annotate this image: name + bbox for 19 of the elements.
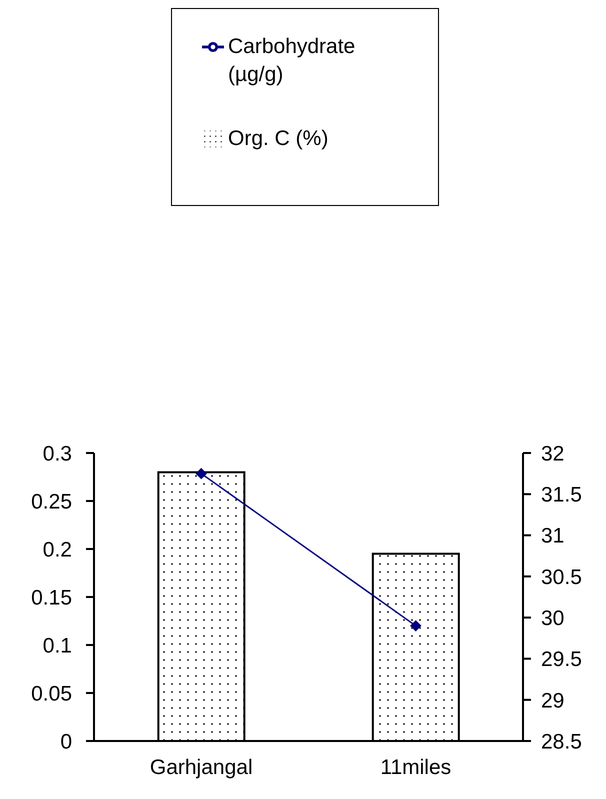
y2-tick-label: 29.5 <box>541 648 582 672</box>
y2-tick-label: 31.5 <box>541 484 582 507</box>
y2-tick-label: 30.5 <box>541 566 582 589</box>
x-tick-label: 11miles <box>380 756 452 779</box>
x-tick-label: Garhjangal <box>150 756 253 779</box>
y-tick-label: 0.05 <box>31 682 72 706</box>
y-tick-label: 0.2 <box>42 538 72 562</box>
y-tick-label: 0.3 <box>42 442 72 466</box>
y2-tick-label: 30 <box>541 607 564 630</box>
y2-tick-label: 29 <box>541 689 564 712</box>
y2-tick-label: 32 <box>541 442 564 466</box>
legend-label: Carbohydrate (µg/g) <box>228 34 356 88</box>
legend-label: Org. C (%) <box>228 126 330 152</box>
y2-tick-label: 28.5 <box>541 730 582 754</box>
y2-tick-label: 31 <box>541 524 564 548</box>
y-tick-label: 0.1 <box>42 634 72 658</box>
y-tick-label: 0.25 <box>31 490 72 514</box>
y-tick-label: 0.15 <box>31 586 72 610</box>
y-tick-label: 0 <box>60 730 72 754</box>
